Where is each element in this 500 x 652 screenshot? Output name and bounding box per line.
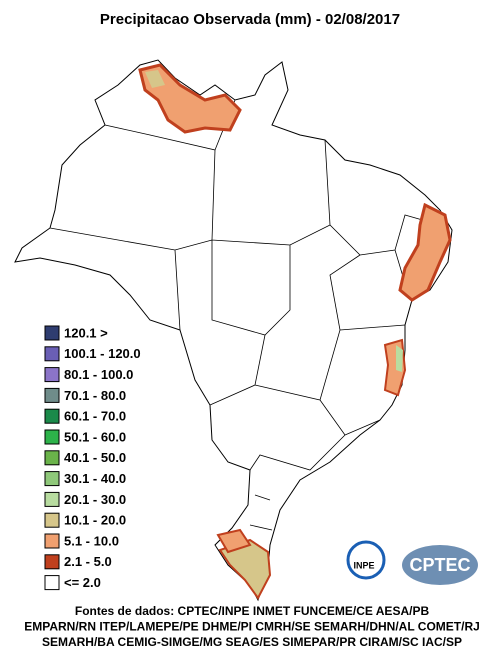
map: [14, 59, 453, 602]
legend-swatch: [44, 346, 60, 362]
rain-areas: [138, 63, 452, 600]
legend-swatch: [44, 408, 60, 424]
legend-swatch: [44, 554, 60, 570]
source-line: Fontes de dados: CPTEC/INPE INMET FUNCEM…: [75, 604, 430, 618]
rain-area: [216, 528, 252, 554]
legend-label: 70.1 - 80.0: [64, 388, 126, 403]
legend-swatch: [44, 491, 60, 507]
source-line: EMPARN/RN ITEP/LAMEPE/PE DHME/PI CMRH/SE…: [24, 620, 480, 634]
cptec-label: CPTEC: [409, 555, 470, 575]
legend-label: 10.1 - 20.0: [64, 513, 126, 528]
legend-swatch: [44, 429, 60, 445]
rain-area: [398, 202, 452, 302]
rain-area: [396, 345, 403, 372]
state-borders: [49, 99, 441, 531]
legend-swatch: [44, 471, 60, 487]
logos: INPE CPTEC: [346, 540, 478, 585]
legend-swatch: [44, 450, 60, 466]
legend-label: 5.1 - 10.0: [64, 533, 119, 548]
legend-swatch: [44, 533, 60, 549]
legend-label: 20.1 - 30.0: [64, 492, 126, 507]
cptec-logo: [402, 545, 478, 585]
legend-swatch: [44, 325, 60, 341]
legend-label: 50.1 - 60.0: [64, 429, 126, 444]
legend-label: 80.1 - 100.0: [64, 367, 133, 382]
legend-swatch: [44, 575, 60, 591]
source-line: SEMARH/BA CEMIG-SIMGE/MG SEAG/ES SIMEPAR…: [42, 635, 462, 647]
legend-label: 30.1 - 40.0: [64, 471, 126, 486]
legend-swatch: [44, 367, 60, 383]
inpe-logo: [346, 540, 386, 580]
legend: 120.1 > 100.1 - 120.0 80.1 - 100.0 70.1 - 8…: [44, 325, 141, 591]
sources: Fontes de dados: CPTEC/INPE INMET FUNCEM…: [24, 604, 480, 649]
legend-label: 120.1 >: [64, 325, 108, 340]
brazil-outline: [14, 59, 453, 602]
legend-swatch: [44, 387, 60, 403]
inpe-label: INPE: [353, 560, 374, 570]
rain-area: [218, 538, 272, 600]
title: Precipitacao Observada (mm) - 02/08/2017: [100, 11, 400, 28]
legend-label: 2.1 - 5.0: [64, 554, 112, 569]
rain-area: [145, 70, 165, 88]
legend-swatch: [44, 512, 60, 528]
rain-area: [138, 63, 242, 134]
legend-label: 40.1 - 50.0: [64, 450, 126, 465]
legend-label: <= 2.0: [64, 575, 101, 590]
legend-label: 60.1 - 70.0: [64, 409, 126, 424]
legend-label: 100.1 - 120.0: [64, 346, 141, 361]
